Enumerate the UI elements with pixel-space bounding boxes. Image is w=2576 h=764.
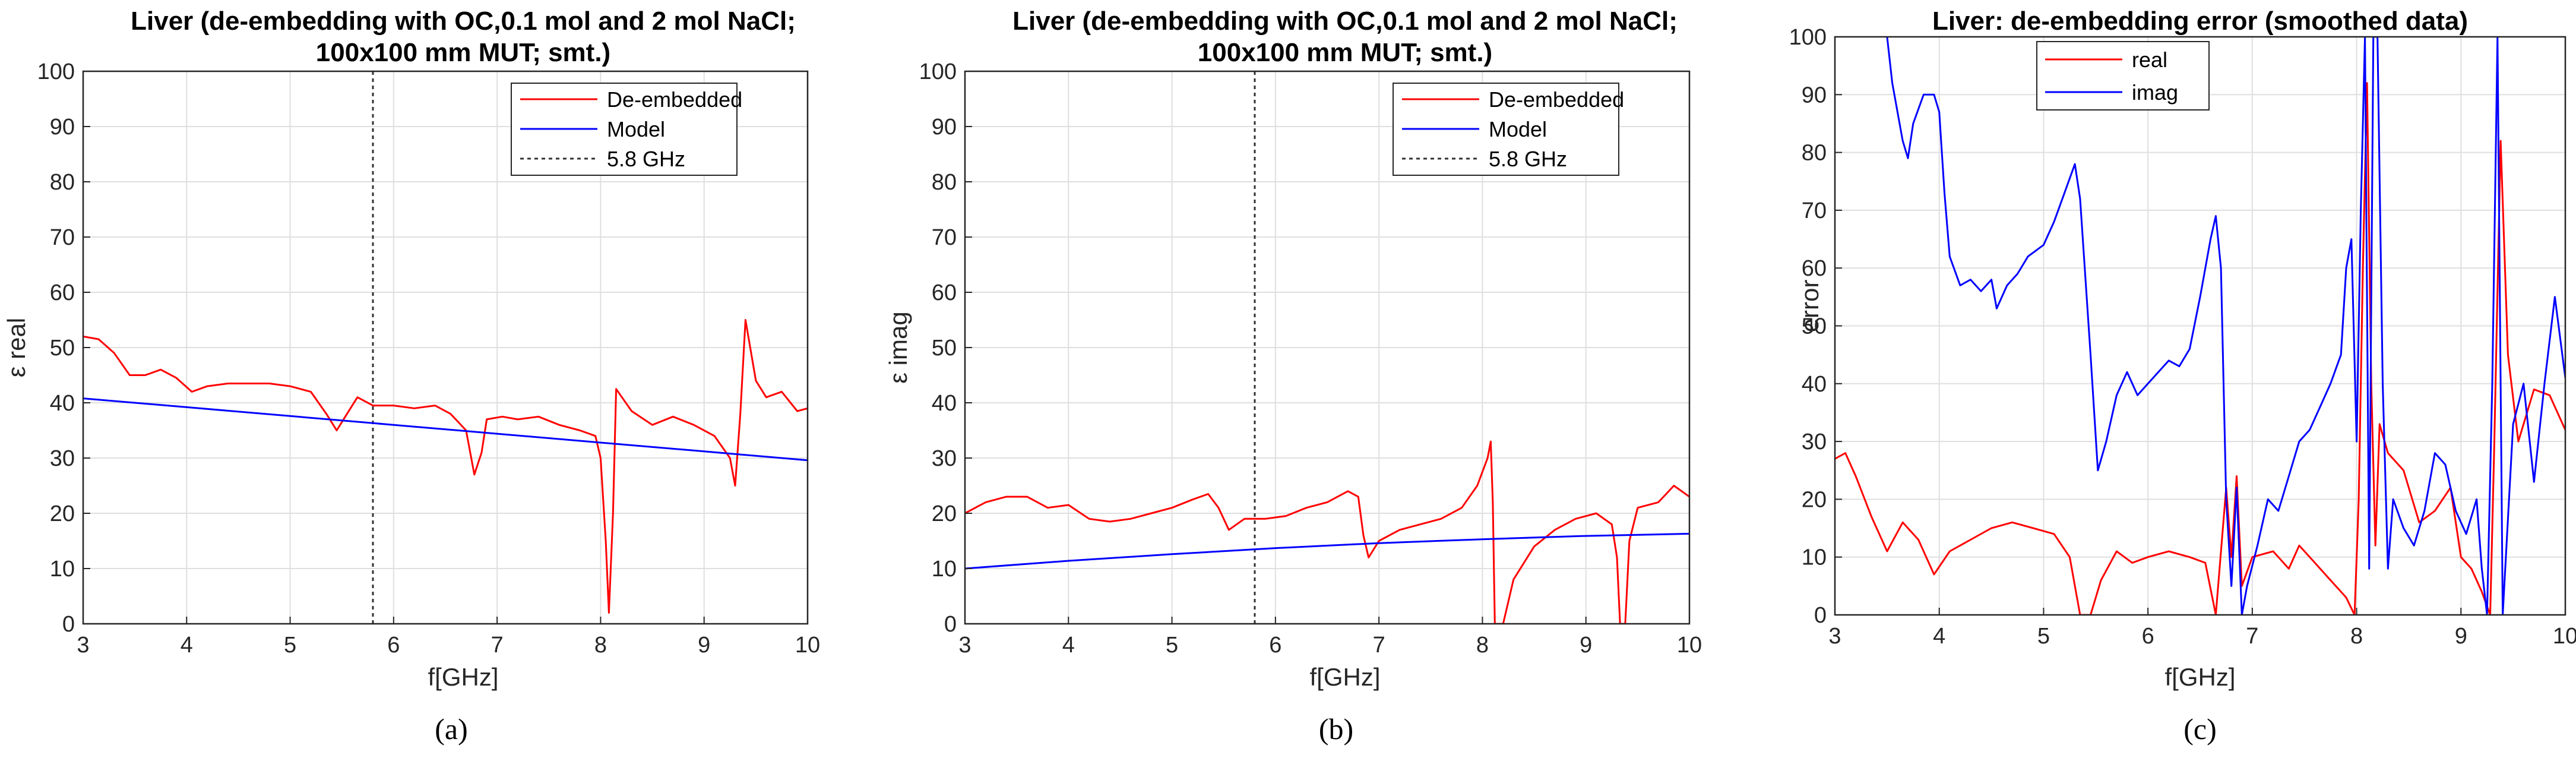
y-tick-label: 30 xyxy=(932,446,957,471)
y-tick-label: 80 xyxy=(932,170,957,195)
x-tick-label: 9 xyxy=(1580,633,1592,658)
x-tick-label: 4 xyxy=(1933,624,1945,649)
x-tick-label: 5 xyxy=(2037,624,2050,649)
y-tick-label: 10 xyxy=(1802,545,1827,570)
x-tick-label: 4 xyxy=(1062,633,1075,658)
y-tick-label: 10 xyxy=(50,557,75,582)
legend-label-imag: imag xyxy=(2132,80,2178,105)
x-tick-label: 7 xyxy=(491,633,504,658)
series-line-real xyxy=(1835,82,2565,615)
x-tick-label: 3 xyxy=(958,633,971,658)
y-tick-label: 100 xyxy=(1789,25,1827,50)
x-tick-label: 7 xyxy=(1373,633,1385,658)
legend: real imag xyxy=(2036,41,2210,111)
x-tick-label: 6 xyxy=(2142,624,2154,649)
x-axis-label: f[GHz] xyxy=(2164,663,2235,691)
y-tick-label: 60 xyxy=(50,280,75,305)
x-tick-label: 3 xyxy=(1828,624,1841,649)
x-axis-label: f[GHz] xyxy=(1309,663,1380,691)
y-axis-label: ε real xyxy=(2,318,30,377)
y-axis-label: error xyxy=(1796,280,1824,333)
x-tick-label: 9 xyxy=(698,633,710,658)
y-tick-label: 50 xyxy=(50,336,75,361)
y-tick-label: 50 xyxy=(932,336,957,361)
y-tick-label: 90 xyxy=(932,115,957,140)
x-tick-label: 7 xyxy=(2246,624,2258,649)
y-tick-label: 20 xyxy=(1802,487,1827,512)
y-tick-label: 20 xyxy=(50,501,75,526)
y-tick-label: 80 xyxy=(50,170,75,195)
panel-label: (a) xyxy=(435,712,468,746)
panel-c: Liver: de-embedding error (smoothed data… xyxy=(1789,7,2576,746)
y-tick-label: 70 xyxy=(50,225,75,250)
y-tick-label: 40 xyxy=(50,391,75,416)
y-tick-label: 30 xyxy=(50,446,75,471)
series-line-de-embedded xyxy=(965,440,1689,624)
panel-b: Liver (de-embedding with OC,0.1 mol and … xyxy=(884,7,1702,746)
legend: De-embedded Model 5.8 GHz xyxy=(1393,83,1624,176)
legend-box xyxy=(2036,41,2210,111)
y-tick-label: 100 xyxy=(919,59,957,84)
legend-label-de-embedded: De-embedded xyxy=(1489,87,1624,112)
x-tick-label: 8 xyxy=(594,633,607,658)
y-tick-label: 60 xyxy=(932,280,957,305)
y-tick-label: 40 xyxy=(932,391,957,416)
legend: De-embedded Model 5.8 GHz xyxy=(511,83,742,176)
y-tick-label: 70 xyxy=(1802,198,1827,223)
series-line-de-embedded xyxy=(83,319,808,614)
series-line-imag xyxy=(1886,37,2565,615)
x-tick-label: 5 xyxy=(1166,633,1178,658)
panel-label: (c) xyxy=(2183,712,2217,746)
panel-label: (b) xyxy=(1319,712,1353,746)
y-tick-label: 30 xyxy=(1802,430,1827,454)
legend-label-vline: 5.8 GHz xyxy=(1489,147,1567,171)
chart-title-line-2: 100x100 mm MUT; smt.) xyxy=(1198,38,1492,67)
x-tick-label: 8 xyxy=(2350,624,2363,649)
y-tick-label: 80 xyxy=(1802,141,1827,166)
x-tick-label: 5 xyxy=(284,633,296,658)
x-tick-label: 10 xyxy=(1677,633,1702,658)
x-tick-label: 9 xyxy=(2455,624,2467,649)
series-line-model xyxy=(965,532,1689,570)
x-tick-label: 6 xyxy=(387,633,400,658)
legend-label-de-embedded: De-embedded xyxy=(607,87,742,112)
y-tick-label: 40 xyxy=(1802,372,1827,397)
chart-title-line-1: Liver (de-embedding with OC,0.1 mol and … xyxy=(1012,7,1678,36)
chart-title-line-1: Liver: de-embedding error (smoothed data… xyxy=(1932,7,2468,36)
x-tick-label: 10 xyxy=(2553,624,2576,649)
y-tick-label: 70 xyxy=(932,225,957,250)
panel-a: Liver (de-embedding with OC,0.1 mol and … xyxy=(2,7,820,746)
x-tick-label: 8 xyxy=(1476,633,1489,658)
legend-label-real: real xyxy=(2132,48,2167,72)
y-tick-label: 10 xyxy=(932,557,957,582)
x-tick-label: 6 xyxy=(1269,633,1281,658)
y-axis-label: ε imag xyxy=(884,311,912,383)
x-axis-label: f[GHz] xyxy=(428,663,498,691)
chart-title-line-2: 100x100 mm MUT; smt.) xyxy=(316,38,610,67)
y-tick-label: 90 xyxy=(1802,83,1827,108)
y-tick-label: 0 xyxy=(944,612,957,637)
legend-label-vline: 5.8 GHz xyxy=(607,147,685,171)
y-tick-label: 50 xyxy=(1802,314,1827,339)
y-tick-label: 100 xyxy=(37,59,75,84)
series-line-model xyxy=(83,397,808,462)
x-tick-label: 10 xyxy=(795,633,820,658)
chart-title-line-1: Liver (de-embedding with OC,0.1 mol and … xyxy=(131,7,796,36)
y-tick-label: 20 xyxy=(932,501,957,526)
legend-label-model: Model xyxy=(607,117,665,141)
y-tick-label: 90 xyxy=(50,115,75,140)
y-tick-label: 0 xyxy=(1814,603,1827,628)
y-tick-label: 0 xyxy=(62,612,75,637)
x-tick-label: 3 xyxy=(77,633,89,658)
y-tick-label: 60 xyxy=(1802,256,1827,281)
x-tick-label: 4 xyxy=(181,633,193,658)
legend-label-model: Model xyxy=(1489,117,1547,141)
